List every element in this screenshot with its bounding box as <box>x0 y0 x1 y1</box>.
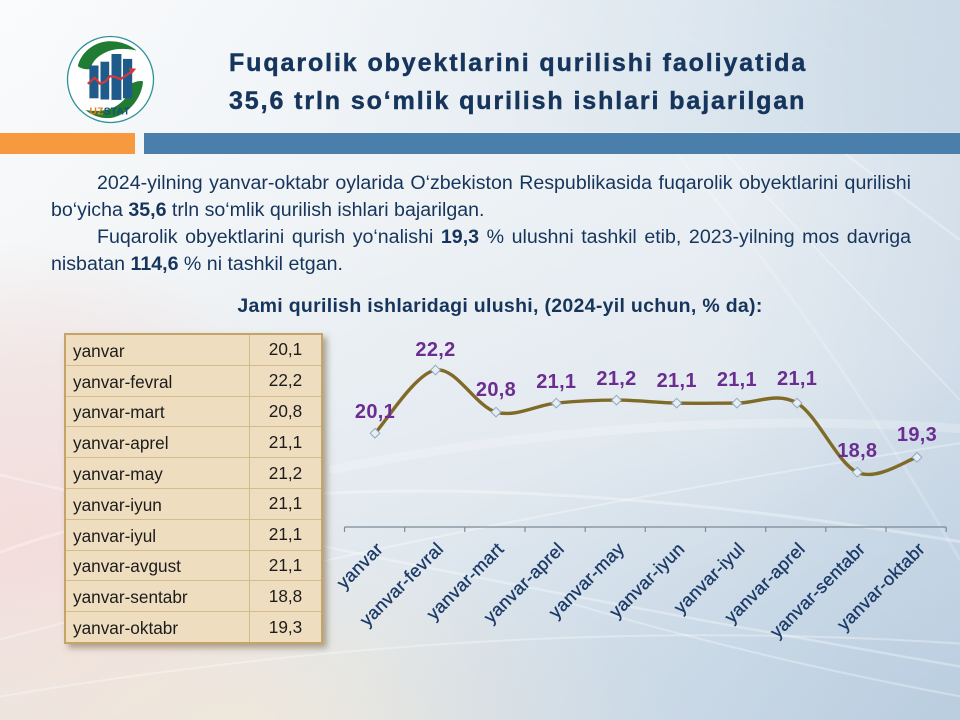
svg-text:yanvar: yanvar <box>333 539 387 593</box>
svg-text:19,3: 19,3 <box>897 424 937 446</box>
svg-text:20,1: 20,1 <box>355 401 395 423</box>
svg-text:21,2: 21,2 <box>596 368 636 390</box>
svg-text:UZSTAT: UZSTAT <box>90 107 131 118</box>
svg-text:22,2: 22,2 <box>415 339 455 361</box>
svg-text:18,8: 18,8 <box>837 440 877 462</box>
svg-text:21,1: 21,1 <box>717 369 757 391</box>
svg-text:21,1: 21,1 <box>536 371 576 393</box>
svg-text:21,1: 21,1 <box>777 368 817 390</box>
svg-text:20,8: 20,8 <box>476 379 516 401</box>
svg-text:21,1: 21,1 <box>657 370 697 392</box>
